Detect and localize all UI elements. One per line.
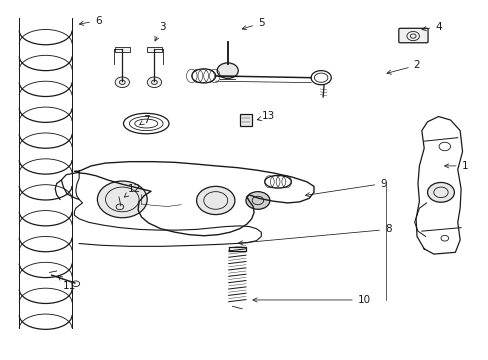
Text: 8: 8	[238, 224, 391, 245]
Text: 13: 13	[257, 112, 275, 121]
FancyBboxPatch shape	[114, 48, 130, 52]
Text: 10: 10	[252, 295, 370, 305]
Circle shape	[217, 63, 238, 78]
Circle shape	[115, 77, 129, 87]
Text: 1: 1	[444, 161, 468, 171]
Text: 3: 3	[155, 22, 165, 41]
Circle shape	[147, 77, 161, 87]
FancyBboxPatch shape	[398, 28, 427, 43]
Text: 6: 6	[79, 15, 102, 26]
Text: 5: 5	[242, 18, 264, 30]
Text: 11: 11	[58, 276, 76, 291]
Circle shape	[97, 181, 147, 218]
Circle shape	[427, 183, 453, 202]
Circle shape	[245, 192, 269, 209]
Text: 9: 9	[305, 179, 386, 197]
Text: 7: 7	[140, 115, 150, 125]
Text: 2: 2	[386, 60, 420, 74]
Text: 12: 12	[124, 184, 141, 197]
FancyBboxPatch shape	[240, 114, 251, 126]
Circle shape	[196, 186, 234, 215]
Text: 4: 4	[421, 22, 441, 32]
FancyBboxPatch shape	[146, 48, 162, 52]
